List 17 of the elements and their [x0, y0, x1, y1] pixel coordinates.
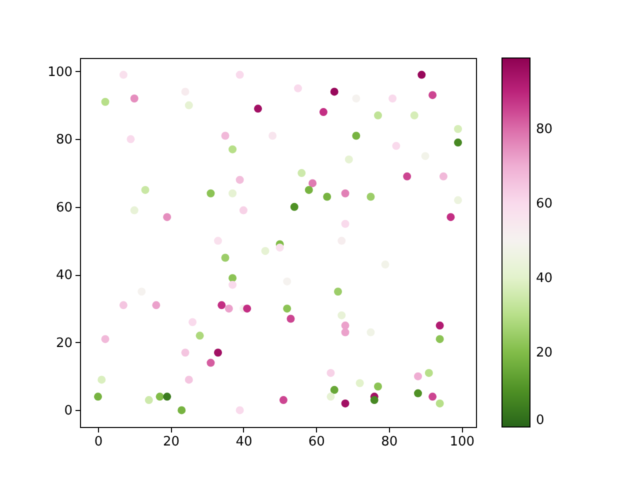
- x-tick-label: 40: [236, 434, 252, 450]
- x-tick-label: 100: [450, 434, 475, 450]
- y-tick-label: 40: [56, 268, 72, 284]
- y-tick-label: 60: [56, 200, 72, 216]
- x-tick-label: 0: [94, 434, 103, 450]
- color-bar-label: 20: [536, 345, 553, 360]
- x-tick-label: 60: [308, 434, 325, 450]
- color-bar-label: 0: [536, 413, 544, 428]
- y-tick-label: 0: [64, 404, 72, 419]
- color-bar-label: 40: [536, 270, 553, 286]
- color-bar-label: 60: [536, 196, 553, 212]
- x-tick-label: 80: [381, 434, 398, 450]
- color-bar-label: 80: [536, 122, 553, 137]
- y-tick-label: 100: [48, 64, 72, 80]
- y-tick-label: 80: [56, 132, 72, 148]
- x-tick-label: 20: [162, 434, 180, 450]
- y-tick-label: 20: [56, 336, 72, 351]
